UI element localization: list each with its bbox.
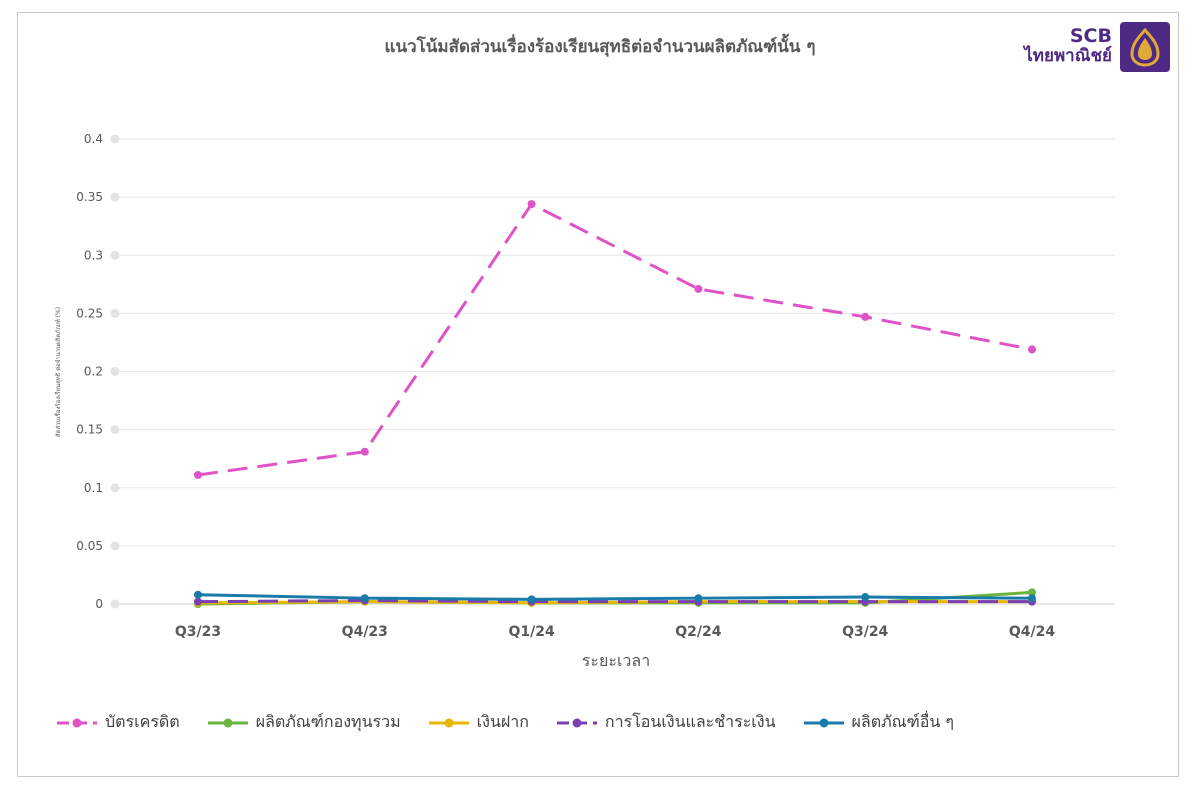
series-line bbox=[197, 599, 1032, 604]
data-point bbox=[527, 200, 536, 209]
y-tick-label: 0.35 bbox=[76, 190, 103, 204]
series-0 bbox=[194, 200, 1036, 479]
legend-label: ผลิตภัณฑ์อื่น ๆ bbox=[851, 712, 954, 731]
legend-label: บัตรเครดิต bbox=[105, 712, 180, 731]
legend-label: การโอนเงินและชำระเงิน bbox=[604, 712, 776, 731]
y-tick-marker bbox=[110, 367, 120, 376]
y-tick-marker bbox=[110, 308, 120, 318]
y-tick-label: 0.15 bbox=[76, 423, 103, 437]
data-point bbox=[694, 284, 703, 293]
x-tick-label: Q2/24 bbox=[675, 624, 721, 640]
y-tick-label: 0 bbox=[95, 597, 103, 611]
x-tick-label: Q4/24 bbox=[1009, 624, 1055, 640]
y-axis-label: สัดส่วนเรื่องร้องเรียนสุทธิ ต่อจำนวนผลิต… bbox=[54, 307, 62, 437]
series-4 bbox=[194, 590, 1036, 604]
legend-swatch bbox=[57, 718, 97, 727]
logo-brand-thai: ไทยพาณิชย์ bbox=[1024, 46, 1112, 66]
y-tick-label: 0.4 bbox=[84, 132, 103, 146]
logo-brand: SCB bbox=[1069, 25, 1112, 47]
series-line bbox=[197, 593, 1033, 601]
legend-item: การโอนเงินและชำระเงิน bbox=[555, 710, 776, 735]
y-tick-marker bbox=[110, 483, 120, 493]
legend-item: บัตรเครดิต bbox=[55, 710, 180, 735]
x-axis-label: ระยะเวลา bbox=[582, 651, 650, 670]
y-tick-label: 0.25 bbox=[76, 306, 103, 320]
x-tick-label: Q3/24 bbox=[842, 624, 888, 640]
y-tick-label: 0.3 bbox=[84, 248, 103, 262]
data-point bbox=[194, 470, 202, 479]
x-tick-label: Q4/23 bbox=[342, 624, 388, 640]
y-tick-marker bbox=[110, 134, 120, 144]
scb-logo: SCB ไทยพาณิชย์ bbox=[1012, 22, 1170, 72]
y-tick-marker bbox=[110, 541, 120, 551]
legend-item: ผลิตภัณฑ์กองทุนรวม bbox=[206, 710, 401, 735]
legend-label: ผลิตภัณฑ์กองทุนรวม bbox=[255, 712, 401, 731]
legend-swatch bbox=[556, 718, 597, 727]
y-tick-marker bbox=[110, 599, 120, 609]
y-tick-label: 0.1 bbox=[84, 481, 103, 495]
series-line bbox=[197, 202, 1033, 477]
legend-swatch bbox=[207, 718, 248, 727]
legend-item: ผลิตภัณฑ์อื่น ๆ bbox=[802, 710, 954, 735]
y-tick-marker bbox=[110, 425, 120, 435]
data-point bbox=[360, 594, 369, 603]
data-point bbox=[694, 594, 703, 603]
data-point bbox=[861, 593, 870, 602]
series-layer bbox=[194, 200, 1036, 608]
y-tick-marker bbox=[110, 192, 120, 202]
legend-swatch bbox=[428, 718, 469, 727]
legend-item: เงินฝาก bbox=[427, 710, 529, 735]
scb-emblem-icon bbox=[1120, 22, 1170, 72]
y-tick-marker bbox=[110, 250, 120, 260]
data-point bbox=[194, 590, 202, 599]
gridlines bbox=[115, 138, 1115, 605]
legend-swatch bbox=[803, 718, 844, 727]
x-tick-label: Q3/23 bbox=[175, 624, 221, 640]
data-point bbox=[1028, 345, 1036, 354]
data-point bbox=[861, 312, 870, 321]
legend-label: เงินฝาก bbox=[476, 712, 529, 731]
data-point bbox=[360, 447, 369, 456]
logo-text: SCB ไทยพาณิชย์ bbox=[1024, 26, 1112, 66]
data-point bbox=[1028, 594, 1036, 603]
y-tick-label: 0.05 bbox=[76, 539, 103, 553]
data-point bbox=[1028, 588, 1036, 597]
chart-legend: บัตรเครดิต ผลิตภัณฑ์กองทุนรวม เงินฝาก การโอ… bbox=[55, 710, 1155, 735]
data-point bbox=[194, 597, 202, 606]
chart-title: แนวโน้มสัดส่วนเรื่องร้องเรียนสุทธิต่อจำน… bbox=[384, 37, 816, 57]
y-tick-label: 0.2 bbox=[84, 365, 103, 379]
axes: 0 0.05 0.1 0.15 0.2 0.25 0.3 0.35 0.4 Q3/23 Q4/23 Q… bbox=[76, 132, 1055, 640]
data-point bbox=[527, 595, 536, 604]
x-tick-label: Q1/24 bbox=[508, 624, 554, 640]
